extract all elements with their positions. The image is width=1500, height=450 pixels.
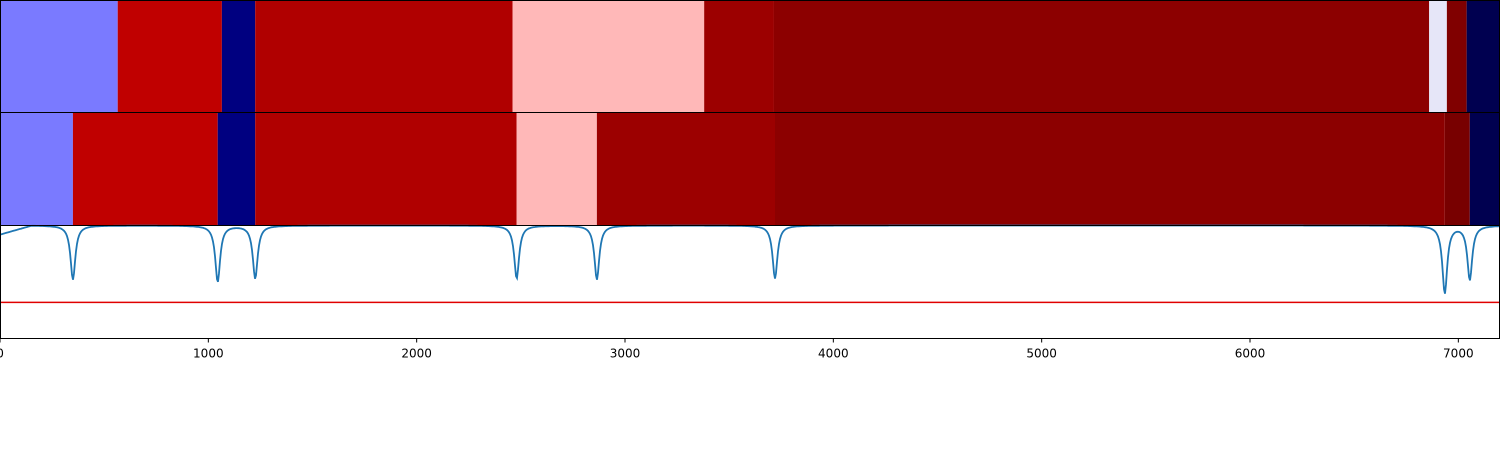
x-tick-label-4000: 4000 xyxy=(818,347,849,361)
segment-row-1 xyxy=(0,0,1500,113)
segment-row1-2 xyxy=(117,0,222,113)
x-tick-label-0: 0 xyxy=(0,347,4,361)
segment-row2-9 xyxy=(1469,112,1500,226)
x-tick-label-2000: 2000 xyxy=(401,347,432,361)
segment-row1-7 xyxy=(773,0,1430,113)
segment-row1-5 xyxy=(512,0,705,113)
x-tick-label-7000: 7000 xyxy=(1443,347,1474,361)
x-axis: 0 1000 2000 3000 4000 5000 6000 7000 xyxy=(0,338,1474,361)
x-tick-label-6000: 6000 xyxy=(1235,347,1266,361)
segment-row2-3 xyxy=(217,112,256,226)
segment-row2-2 xyxy=(72,112,218,226)
segment-row1-10 xyxy=(1466,0,1500,113)
signal-line xyxy=(0,224,1500,294)
segment-row-2 xyxy=(0,112,1500,226)
segment-row2-5 xyxy=(516,112,597,226)
signal-panel xyxy=(0,224,1500,339)
segment-row1-1 xyxy=(0,0,118,113)
segment-row2-1 xyxy=(0,112,73,226)
signal-panel-frame xyxy=(0,225,1500,339)
segment-row2-4 xyxy=(255,112,517,226)
x-tick-label-3000: 3000 xyxy=(610,347,641,361)
segment-row1-4 xyxy=(255,0,513,113)
segment-row2-6 xyxy=(596,112,775,226)
segment-row2-7 xyxy=(775,112,1445,226)
x-tick-label-5000: 5000 xyxy=(1026,347,1057,361)
x-tick-label-1000: 1000 xyxy=(193,347,224,361)
segment-row1-6 xyxy=(704,0,774,113)
segment-row1-3 xyxy=(221,0,256,113)
segment-row1-8 xyxy=(1429,0,1447,113)
segment-row1-9 xyxy=(1446,0,1467,113)
segment-row2-8 xyxy=(1444,112,1470,226)
